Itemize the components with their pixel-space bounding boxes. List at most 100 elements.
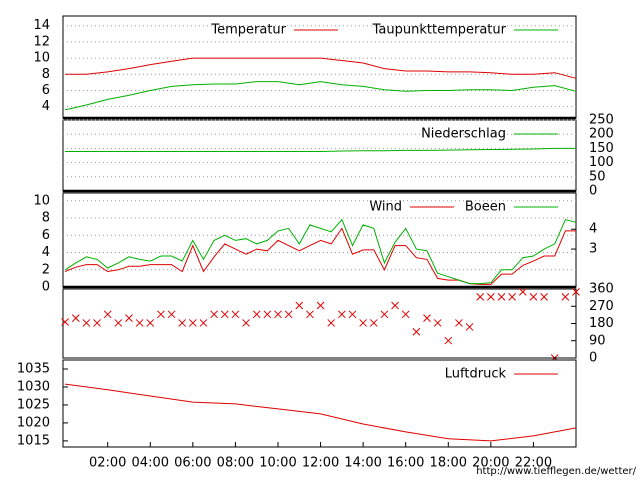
direction-marker	[518, 288, 527, 296]
direction-marker	[540, 293, 548, 301]
y2-tick-label: 270	[589, 299, 614, 314]
y-tick-label: 6	[42, 228, 50, 243]
direction-marker	[231, 310, 240, 319]
direction-marker	[284, 310, 293, 319]
direction-marker	[295, 301, 304, 310]
direction-marker	[93, 319, 101, 327]
direction-marker	[359, 319, 367, 327]
series-line	[64, 81, 577, 111]
direction-marker	[455, 319, 463, 327]
y-tick-label: 1030	[17, 379, 50, 394]
x-tick-label: 22:00	[515, 456, 552, 471]
direction-marker	[146, 319, 155, 327]
direction-marker	[487, 293, 495, 301]
direction-marker	[572, 288, 580, 296]
y-tick-label: 4	[42, 245, 50, 260]
y2-tick-label: 360	[589, 282, 614, 297]
y2-tick-label: 0	[589, 351, 597, 366]
y-tick-label: 0	[42, 280, 50, 295]
x-tick-label: 12:00	[302, 456, 339, 471]
panel	[62, 15, 577, 119]
direction-marker	[529, 293, 538, 301]
direction-marker	[242, 319, 250, 327]
legend-label: Luftdruck	[445, 367, 507, 382]
y2-tick-label: 100	[589, 155, 614, 170]
direction-marker	[103, 310, 112, 319]
direction-marker	[369, 319, 378, 327]
panel	[62, 288, 577, 359]
direction-marker	[423, 314, 431, 322]
y-tick-label: 8	[42, 67, 50, 82]
y-tick-label: 1035	[17, 361, 50, 376]
direction-marker	[157, 310, 165, 319]
panel	[62, 192, 577, 288]
direction-marker	[135, 319, 144, 327]
x-tick-label: 16:00	[387, 456, 424, 471]
series-line	[65, 147, 576, 152]
y-tick-label: 1025	[17, 397, 50, 412]
direction-marker	[114, 319, 123, 327]
direction-marker	[199, 319, 208, 327]
direction-marker	[220, 310, 229, 319]
direction-marker	[465, 323, 474, 331]
y2-tick-label: 200	[589, 127, 614, 142]
y-tick-label: 1020	[17, 415, 50, 430]
direction-marker	[561, 293, 570, 301]
direction-marker	[125, 314, 133, 322]
direction-marker	[337, 310, 346, 319]
series-line	[64, 218, 577, 285]
x-tick-label: 20:00	[472, 456, 509, 471]
y-tick-label: 6	[42, 83, 50, 98]
x-tick-label: 18:00	[430, 456, 467, 471]
direction-marker	[348, 310, 357, 319]
direction-marker	[508, 293, 516, 301]
panel	[62, 359, 577, 448]
direction-marker	[433, 319, 442, 327]
y-tick-label: 8	[42, 211, 50, 226]
direction-marker	[71, 314, 80, 322]
x-tick-label: 10:00	[259, 456, 296, 471]
direction-marker	[327, 319, 336, 327]
y2-tick-label: 50	[589, 169, 606, 184]
y2-tick-label: 4	[589, 222, 597, 237]
direction-marker	[380, 310, 389, 319]
direction-marker	[188, 319, 197, 327]
direction-marker	[178, 319, 187, 327]
legend-label: Niederschlag	[421, 127, 506, 142]
y-tick-label: 10	[33, 51, 50, 66]
x-tick-label: 06:00	[174, 456, 211, 471]
direction-marker	[263, 310, 272, 319]
direction-marker	[476, 293, 485, 301]
direction-marker	[412, 327, 421, 336]
series-line	[64, 227, 576, 285]
x-tick-label: 14:00	[344, 456, 381, 471]
direction-marker	[210, 310, 218, 319]
direction-marker	[391, 301, 399, 310]
legend-label: Wind	[369, 200, 402, 215]
y-tick-label: 12	[33, 34, 50, 49]
direction-marker	[444, 336, 453, 345]
series-line	[65, 383, 577, 442]
direction-marker	[306, 310, 314, 319]
x-tick-label: 02:00	[89, 456, 126, 471]
legend-label: Boeen	[465, 200, 506, 215]
y2-tick-label: 90	[589, 333, 606, 348]
y-tick-label: 10	[33, 193, 50, 208]
direction-marker	[316, 301, 325, 310]
y2-tick-label: 0	[589, 184, 597, 199]
series-line	[65, 57, 577, 79]
direction-marker	[401, 310, 410, 319]
direction-marker	[274, 310, 282, 319]
y-tick-label: 14	[33, 18, 50, 33]
y2-tick-label: 150	[589, 141, 614, 156]
footer: http://www.tiefflegen.de/wetter/	[476, 466, 636, 477]
y2-tick-label: 250	[589, 113, 614, 128]
direction-marker	[82, 319, 91, 327]
direction-marker	[61, 318, 69, 326]
y-tick-label: 4	[42, 99, 50, 114]
legend-label: Taupunkttemperatur	[372, 23, 507, 38]
x-tick-label: 08:00	[217, 456, 254, 471]
y-tick-label: 2	[42, 262, 50, 277]
y-tick-label: 1015	[17, 433, 50, 448]
